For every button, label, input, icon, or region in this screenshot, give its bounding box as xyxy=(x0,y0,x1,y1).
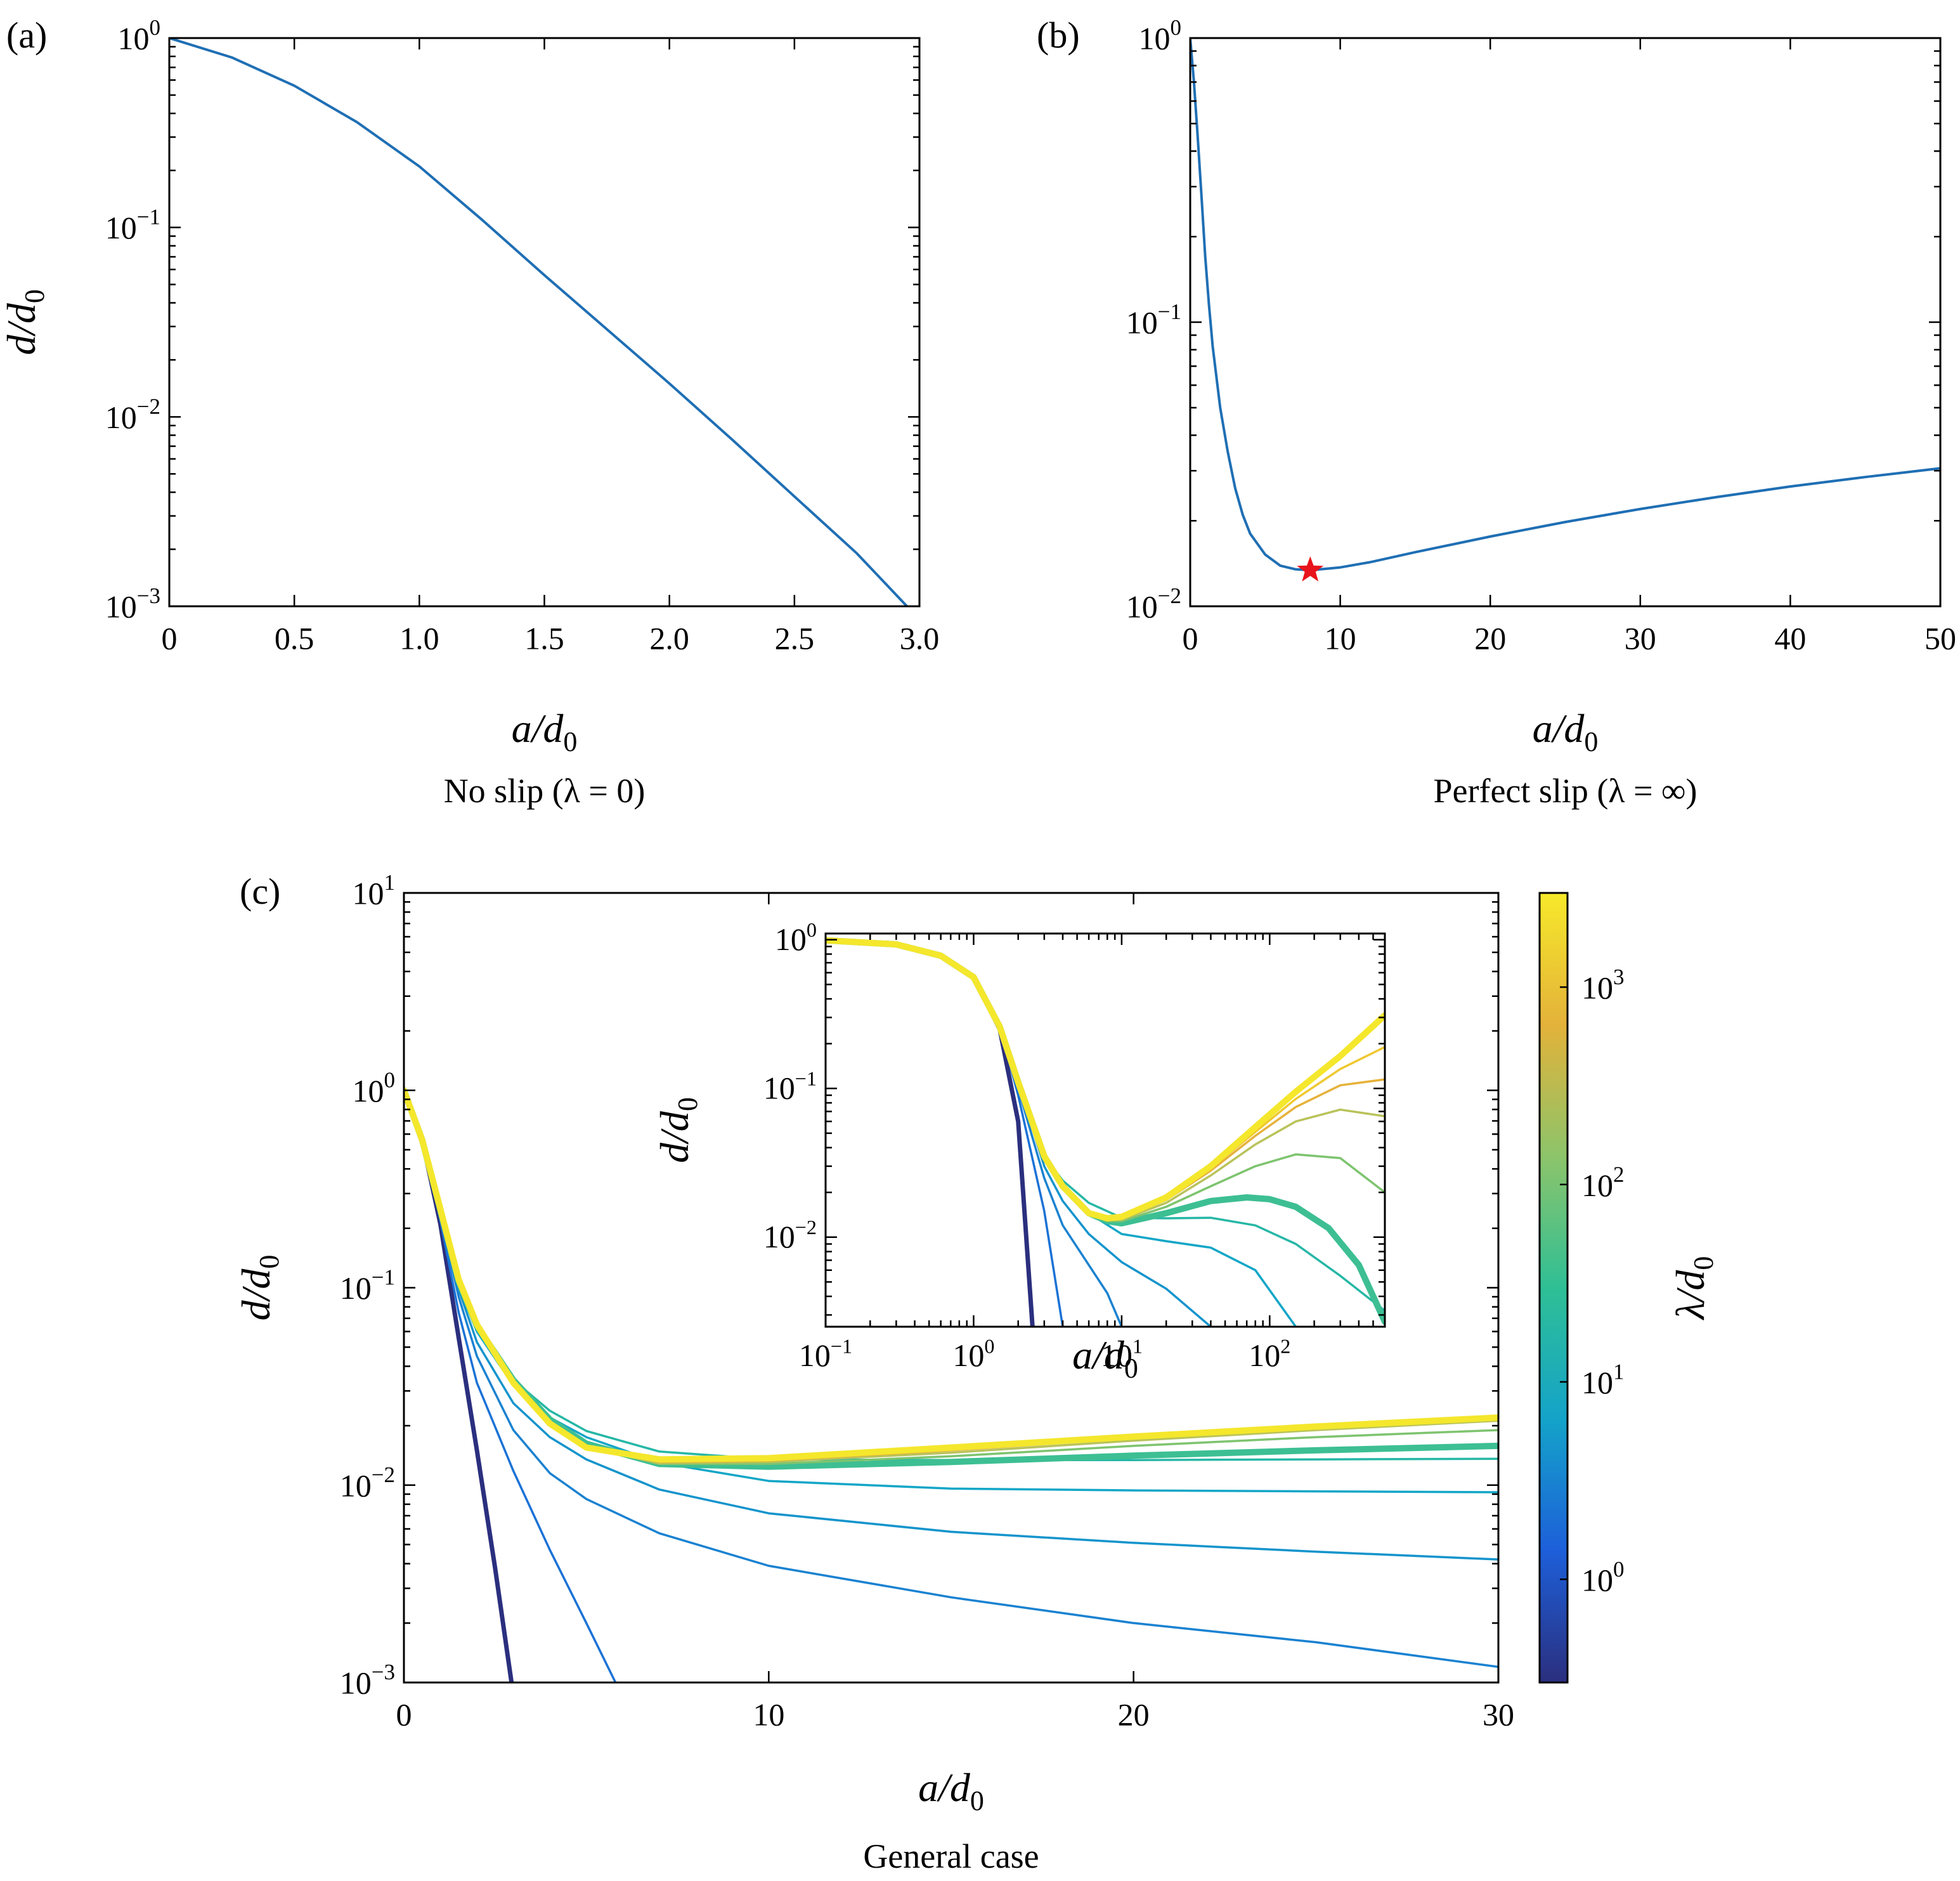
panel-c: 0 10 20 30 101 100 10−1 10−2 10−3 (c) a/d0 d/d0 Gene… xyxy=(233,870,1514,1875)
y-tick-label: 10−2 xyxy=(1126,583,1181,625)
x-tick-label: 30 xyxy=(1483,1697,1514,1733)
panel-caption: General case xyxy=(863,1837,1039,1875)
y-axis-label: d/d0 xyxy=(233,1255,285,1321)
series-line xyxy=(1190,38,1940,572)
x-axis-label: a/d0 xyxy=(918,1765,984,1816)
y-axis-label: d/d0 xyxy=(0,289,50,355)
x-tick-label: 0 xyxy=(1183,621,1198,656)
series-line xyxy=(404,1087,1498,1463)
series-line xyxy=(169,38,909,606)
x-tick-label: 1.5 xyxy=(524,621,564,656)
x-tick-label: 20 xyxy=(1474,621,1506,656)
inset-y-axis-label: d/d0 xyxy=(652,1097,703,1163)
panel-label: (b) xyxy=(1037,15,1080,56)
x-tick-label: 100 xyxy=(952,1334,994,1373)
colorbar-tick-label: 100 xyxy=(1581,1557,1625,1598)
colorbar-tick-label: 101 xyxy=(1581,1360,1625,1401)
y-tick-label: 10−3 xyxy=(340,1660,395,1701)
x-tick-label: 10 xyxy=(753,1697,784,1733)
y-tick-label: 10−2 xyxy=(105,394,160,435)
inset-background xyxy=(826,934,1385,1327)
x-tick-label: 0.5 xyxy=(275,621,315,656)
colorbar-tick-label: 103 xyxy=(1581,965,1625,1006)
x-tick-label: 102 xyxy=(1249,1334,1290,1373)
colorbar-frame xyxy=(1538,892,1569,1684)
colorbar-label: λ/d0 xyxy=(1668,1256,1719,1321)
x-tick-label: 30 xyxy=(1625,621,1656,656)
x-tick-label: 40 xyxy=(1774,621,1806,656)
x-tick-label: 0 xyxy=(396,1697,412,1733)
y-tick-label: 101 xyxy=(353,870,396,911)
y-tick-label: 100 xyxy=(775,918,817,957)
x-tick-label: 10−1 xyxy=(799,1334,852,1373)
panel-a: 0 0.5 1.0 1.5 2.0 2.5 3.0 100 10−1 10−2 10−3 (a) a/d… xyxy=(0,15,939,810)
panel-label: (c) xyxy=(240,871,280,912)
y-tick-label: 100 xyxy=(1139,15,1182,56)
x-tick-label: 1.0 xyxy=(399,621,439,656)
panel-c-inset: 10−1 100 101 102 100 10−1 10−2 a/d0 d/d0 xyxy=(652,918,1386,1384)
x-tick-label: 3.0 xyxy=(900,621,940,656)
x-axis-label: a/d0 xyxy=(1533,706,1599,757)
y-tick-label: 10−1 xyxy=(763,1067,817,1106)
y-tick-label: 100 xyxy=(118,15,161,56)
colorbar-gradient xyxy=(1540,893,1567,1682)
x-tick-label: 2.5 xyxy=(775,621,815,656)
colorbar: 100 101 102 103 λ/d0 xyxy=(1538,892,1719,1684)
x-axis-label: a/d0 xyxy=(512,706,578,757)
x-tick-label: 2.0 xyxy=(649,621,689,656)
panel-b: 0 10 20 30 40 50 100 10−1 10−2 (b) a/d0 Perfect sli… xyxy=(1037,15,1956,810)
y-tick-label: 10−3 xyxy=(105,583,160,625)
x-tick-label: 0 xyxy=(162,621,178,656)
x-tick-label: 20 xyxy=(1118,1697,1150,1733)
plot-frame xyxy=(168,37,921,608)
y-tick-label: 10−1 xyxy=(105,205,160,246)
series-line xyxy=(404,1088,514,1682)
x-tick-label: 101 xyxy=(1101,1334,1143,1373)
x-tick-label: 10 xyxy=(1325,621,1356,656)
panel-caption: No slip (λ = 0) xyxy=(444,772,646,810)
panel-label: (a) xyxy=(6,15,47,56)
y-tick-label: 10−2 xyxy=(763,1216,817,1254)
y-tick-label: 10−2 xyxy=(340,1462,395,1504)
y-tick-label: 10−1 xyxy=(1126,299,1181,341)
plot-frame xyxy=(824,932,1386,1328)
colorbar-tick-label: 102 xyxy=(1581,1162,1625,1203)
x-tick-label: 50 xyxy=(1924,621,1956,656)
minimum-star-marker xyxy=(1297,556,1324,582)
y-tick-label: 10−1 xyxy=(340,1265,395,1306)
panel-caption: Perfect slip (λ = ∞) xyxy=(1433,772,1697,810)
y-tick-label: 100 xyxy=(353,1067,396,1109)
series-line xyxy=(826,937,1385,1221)
inset-x-axis-label: a/d0 xyxy=(1072,1332,1138,1384)
